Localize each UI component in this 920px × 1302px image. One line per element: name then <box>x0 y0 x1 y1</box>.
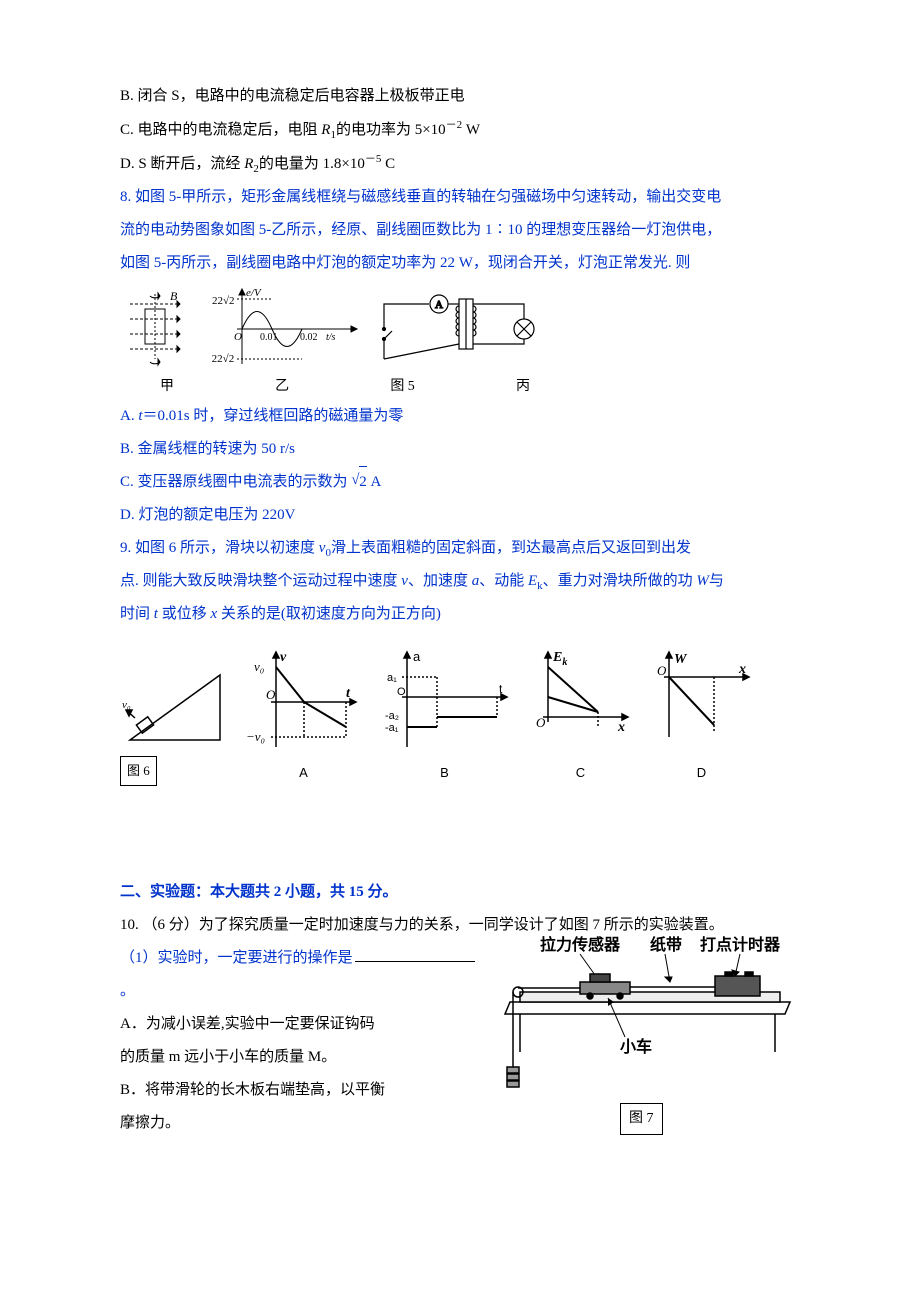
svg-text:O: O <box>234 331 242 343</box>
axis-label: e/V <box>246 287 262 299</box>
fig5-labels: 甲 乙 图 5 丙 <box>120 374 540 399</box>
text: 与 <box>709 573 724 589</box>
amp-bot: -22√2 <box>212 353 234 365</box>
svg-text:Ek: Ek <box>552 650 567 668</box>
section-2-title: 二、实验题：本大题共 2 小题，共 15 分。 <box>120 876 800 909</box>
a1-label: a₁ <box>387 672 397 684</box>
axis-a: a <box>413 649 421 664</box>
label-a: A <box>246 759 361 788</box>
tick1: 0.01 <box>260 332 278 343</box>
ammeter-label: A <box>435 299 443 311</box>
q9-stem-3: 时间 t 或位移 x 关系的是(取初速度方向为正方向) <box>120 598 800 631</box>
q8-opt-c: C. 变压器原线圈中电流表的示数为 √2 A <box>120 466 800 499</box>
text: 点. 则能大致反映滑块整个运动过程中速度 <box>120 573 401 589</box>
text: 的电量为 1.8×10 <box>259 156 365 172</box>
neg-v0-label: −v₀ <box>246 729 265 744</box>
label-jia: 甲 <box>160 374 174 399</box>
text: D. S 断开后，流经 <box>120 156 244 172</box>
fig5-yi: e/V 22√2 -22√2 O 0.01 0.02 t/s <box>212 284 362 374</box>
text: A <box>367 474 382 490</box>
fig5-jia: B <box>120 284 200 374</box>
text: 9. 如图 6 所示，滑块以初速度 <box>120 540 319 556</box>
fig5-bing: A <box>374 284 554 374</box>
text: 、重力对滑块所做的功 <box>543 573 697 589</box>
graph-a: v v₀ −v₀ O t A <box>246 647 361 788</box>
axis-v: v <box>280 650 287 665</box>
text: 、加速度 <box>408 573 472 589</box>
fig5-number: 图 5 <box>390 374 415 399</box>
svg-text:O: O <box>397 686 406 698</box>
tick2: 0.02 <box>300 332 318 343</box>
axis-w: W <box>674 652 688 667</box>
q10-stem: 10. （6 分）为了探究质量一定时加速度与力的关系，一同学设计了如图 7 所示… <box>120 909 800 942</box>
origin: O <box>657 663 667 678</box>
axis-x: t/s <box>326 332 336 343</box>
q7-opt-d: D. S 断开后，流经 R2的电量为 1.8×10－5 C <box>120 147 800 181</box>
label-d: D <box>649 759 754 788</box>
var-v: v <box>401 573 408 589</box>
text: W <box>462 122 480 138</box>
q8-stem-3: 如图 5-丙所示，副线圈电路中灯泡的额定功率为 22 W，现闭合开关，灯泡正常发… <box>120 247 800 280</box>
q7-opt-c: C. 电路中的电流稳定后，电阻 R1的电功率为 5×10－2 W <box>120 113 800 147</box>
neg-a2-label: -a₂ <box>385 710 399 722</box>
text: 滑上表面粗糙的固定斜面，到达最高点后又返回到出发 <box>331 540 691 556</box>
text: 时间 <box>120 606 154 622</box>
text: ＝0.01s 时，穿过线框回路的磁通量为零 <box>143 408 404 424</box>
sqrt-val: 2 <box>359 474 367 490</box>
q8-stem-2: 流的电动势图象如图 5-乙所示，经原、副线圈匝数比为 1∶10 的理想变压器给一… <box>120 214 800 247</box>
q9-stem-1: 9. 如图 6 所示，滑块以初速度 v0滑上表面粗糙的固定斜面，到达最高点后又返… <box>120 532 800 565</box>
fig6-number: 图 6 <box>120 756 157 787</box>
text: A. <box>120 408 138 424</box>
fig7-number: 图 7 <box>620 1103 663 1136</box>
q8-opt-d: D. 灯泡的额定电压为 220V <box>120 499 800 532</box>
neg-a1-label: -a₁ <box>385 722 399 734</box>
label-cart: 小车 <box>620 1037 652 1056</box>
var-ek: E <box>528 573 537 589</box>
label-yi: 乙 <box>275 374 289 399</box>
svg-text:B: B <box>170 289 178 303</box>
figure-6-row: v₀ 图 6 v v₀ −v₀ O t A <box>120 647 800 788</box>
v0-label: v₀ <box>254 659 264 674</box>
sup: －5 <box>365 153 382 165</box>
figure-5: B e/V 22√2 -22√2 O 0.01 0.02 t/s <box>120 284 800 374</box>
q9-stem-2: 点. 则能大致反映滑块整个运动过程中速度 v、加速度 a、动能 Ek、重力对滑块… <box>120 565 800 598</box>
text: C. 变压器原线圈中电流表的示数为 <box>120 474 351 490</box>
figure-7: 拉力传感器 纸带 打点计时器 <box>490 932 800 1136</box>
label-b: B <box>377 759 512 788</box>
q8-stem-1: 8. 如图 5-甲所示，矩形金属线框绕与磁感线垂直的转轴在匀强磁场中匀速转动，输… <box>120 181 800 214</box>
var-w: W <box>696 573 709 589</box>
sup: －2 <box>446 119 463 131</box>
q8-opt-b: B. 金属线框的转速为 50 r/s <box>120 433 800 466</box>
q7-opt-b: B. 闭合 S，电路中的电流稳定后电容器上极板带正电 <box>120 80 800 113</box>
axis-x: x <box>738 662 746 677</box>
q8-opt-a: A. t＝0.01s 时，穿过线框回路的磁通量为零 <box>120 400 800 433</box>
text: 、动能 <box>479 573 528 589</box>
blank-fill[interactable] <box>355 961 475 962</box>
text: C. 电路中的电流稳定后，电阻 <box>120 122 321 138</box>
origin: O <box>266 687 276 702</box>
graph-d: W O x D <box>649 647 754 788</box>
label-c: C <box>528 759 633 788</box>
text: 或位移 <box>158 606 211 622</box>
text: 。 <box>120 983 135 999</box>
text: C <box>381 156 395 172</box>
text: （1）实验时，一定要进行的操作是 <box>120 950 353 966</box>
graph-b: a a₁ O -a₂ -a₁ t B <box>377 647 512 788</box>
text: 的电功率为 5×10 <box>336 122 446 138</box>
label-bing: 丙 <box>516 374 530 399</box>
svg-text:v₀: v₀ <box>122 699 131 711</box>
var-r2: R <box>244 156 253 172</box>
text: 关系的是(取初速度方向为正方向) <box>217 606 441 622</box>
amp-top: 22√2 <box>212 295 235 307</box>
origin: O <box>536 715 546 730</box>
axis-x: x <box>617 720 625 735</box>
fig6-incline: v₀ 图 6 <box>120 660 230 788</box>
graph-c: Ek O x C <box>528 647 633 788</box>
